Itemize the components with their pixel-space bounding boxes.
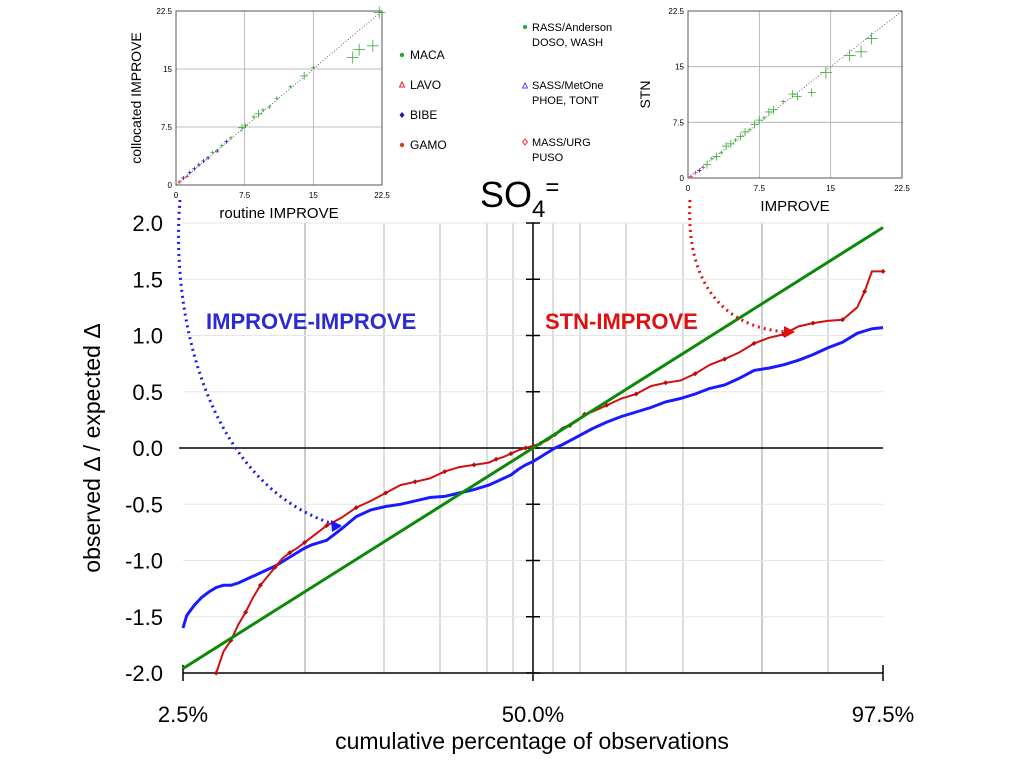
inset-y-axis-label: collocated IMPROVE — [128, 32, 144, 164]
inset-x-tick-label: 7.5 — [754, 184, 766, 193]
inset-x-tick-label: 22.5 — [894, 184, 910, 193]
legend-sass-marker — [521, 81, 529, 89]
series-point-red — [523, 445, 529, 451]
series-point-red — [353, 505, 359, 511]
inset-x-tick-label: 15 — [826, 184, 835, 193]
annotation-stn-improve: STN-IMPROVE — [545, 309, 698, 334]
legend-lavo-label: LAVO — [410, 78, 441, 92]
y-tick-label: -0.5 — [125, 492, 163, 517]
series-point-red — [862, 289, 868, 295]
series-point-red — [722, 356, 728, 362]
inset-frame — [687, 10, 903, 179]
legend-bibe-label: BIBE — [410, 108, 437, 122]
inset-y-tick-label: 22.5 — [668, 7, 684, 16]
series-point-red — [287, 550, 293, 556]
title-subscript: 4 — [532, 196, 545, 223]
inset-y-tick-label: 22.5 — [156, 7, 172, 16]
title-superscript: = — [545, 174, 559, 201]
inset-x-tick-label: 7.5 — [239, 191, 251, 200]
inset-x-tick-label: 22.5 — [374, 191, 390, 200]
series-point-red — [257, 582, 263, 588]
series-point-red — [751, 340, 757, 346]
y-tick-label: -2.0 — [125, 661, 163, 686]
x-tick-label: 50.0% — [502, 702, 564, 727]
inset-y-tick-label: 0 — [680, 174, 685, 183]
x-tick-label: 2.5% — [158, 702, 208, 727]
y-tick-label: 0.0 — [132, 436, 163, 461]
series-point-red — [412, 479, 418, 485]
series-point-red — [692, 371, 698, 377]
series-point-red — [810, 320, 816, 326]
legend-rass-line1: RASS/Anderson — [532, 22, 612, 34]
left-dotted-arrow — [177, 199, 341, 528]
annotation-improve-improve: IMPROVE-IMPROVE — [206, 309, 416, 334]
series-point-red — [272, 564, 278, 570]
y-tick-label: 1.5 — [132, 267, 163, 292]
series-point-red — [633, 391, 639, 397]
legend-maca-label: MACA — [410, 48, 445, 62]
y-tick-label: 1.0 — [132, 324, 163, 349]
series-point-red — [508, 451, 514, 457]
main-axes: 2.0 1.5 1.0 0.5 0.0 -0.5 -1.0 -1.5 -2.0 2.5% 50.0%… — [125, 211, 914, 727]
x-tick-label: 97.5% — [852, 702, 914, 727]
legend-gamo-marker — [399, 142, 405, 148]
inset-y-tick-label: 15 — [675, 63, 684, 72]
main-series — [181, 226, 886, 676]
inset-y-tick-label: 7.5 — [161, 123, 173, 132]
main-y-axis-label: observed Δ / expected Δ — [79, 323, 105, 572]
inset-right-scatter: 0 7.5 15 22.5 0 7.5 15 22.5 IMPROVE STN — [637, 7, 910, 215]
inset-x-tick-label: 0 — [174, 191, 179, 200]
series-point-red — [839, 317, 845, 323]
inset-x-axis-label: routine IMPROVE — [219, 205, 338, 222]
series-line-green — [182, 226, 884, 670]
inset-left-legend: MACA LAVO BIBE GAMO — [398, 48, 447, 152]
y-tick-label: -1.0 — [125, 549, 163, 574]
inset-one-to-one-line — [175, 10, 383, 186]
inset-x-axis-label: IMPROVE — [760, 198, 829, 215]
legend-sass-line1: SASS/MetOne — [532, 80, 604, 92]
series-line-blue — [181, 326, 884, 629]
series-point-red — [302, 540, 308, 545]
legend-maca-marker — [399, 52, 405, 58]
legend-gamo-label: GAMO — [410, 138, 447, 152]
inset-y-tick-label: 7.5 — [673, 118, 685, 127]
legend-rass-line2: DOSO, WASH — [532, 37, 603, 49]
connector-arrows — [177, 199, 795, 532]
series-point-red — [471, 462, 477, 468]
series-point-red — [880, 268, 886, 274]
series-point-red — [383, 490, 389, 496]
left-arrowhead — [331, 520, 342, 532]
inset-left-scatter: 0 7.5 15 22.5 0 7.5 15 22.5 routine IMPROVE collo… — [128, 6, 390, 222]
title-base: SO — [480, 174, 532, 215]
inset-y-tick-label: 15 — [163, 65, 172, 74]
inset-x-tick-label: 15 — [309, 191, 318, 200]
legend-mass-line1: MASS/URG — [532, 137, 591, 149]
main-title: SO4= — [480, 174, 559, 223]
series-point-red — [493, 456, 499, 462]
y-tick-label: 2.0 — [132, 211, 163, 236]
series-point-red — [213, 670, 219, 676]
series-point-red — [442, 469, 448, 475]
inset-y-axis-label: STN — [637, 81, 653, 109]
legend-mass-marker — [521, 138, 529, 146]
series-point-red — [324, 523, 330, 529]
inset-frame — [175, 10, 383, 186]
legend-sass-line2: PHOE, TONT — [532, 95, 599, 107]
inset-y-tick-label: 0 — [168, 181, 173, 190]
y-tick-label: 0.5 — [132, 380, 163, 405]
series-point-red — [663, 380, 669, 386]
legend-rass-marker — [523, 25, 527, 29]
legend-bibe-marker — [399, 112, 405, 118]
right-arrowhead — [784, 326, 795, 338]
inset-right-legend: RASS/Anderson DOSO, WASH SASS/MetOne PHO… — [521, 22, 612, 164]
right-dotted-arrow — [688, 199, 791, 334]
main-x-axis-label: cumulative percentage of observations — [335, 728, 729, 754]
series-point-red — [243, 609, 249, 615]
inset-x-tick-label: 0 — [686, 184, 691, 193]
legend-mass-line2: PUSO — [532, 152, 564, 164]
legend-lavo-marker — [398, 80, 406, 88]
y-tick-label: -1.5 — [125, 605, 163, 630]
